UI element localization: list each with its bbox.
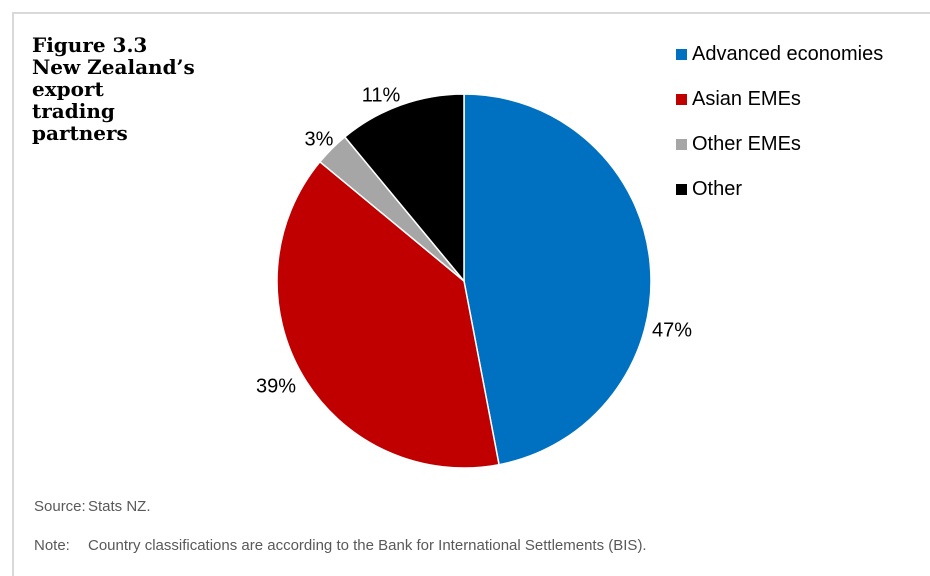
footnote-text: Stats NZ. — [88, 498, 151, 515]
legend-swatch — [676, 49, 687, 60]
legend-item-other: Other — [676, 167, 883, 212]
figure-title-line: partners — [32, 121, 128, 145]
figure-title-line: trading — [32, 99, 115, 123]
legend-swatch — [676, 139, 687, 150]
pie-slice-asian-emes — [276, 160, 500, 469]
figure-title-line: Figure 3.3 — [32, 33, 148, 57]
frame-border-left — [12, 12, 14, 576]
data-label-asian-emes: 39% — [256, 375, 296, 397]
footnote-key: Source: — [34, 498, 86, 515]
footnote-text: Country classifications are according to… — [88, 537, 647, 554]
legend-label: Advanced economies — [692, 43, 884, 65]
figure-title-line: export — [32, 77, 104, 101]
pie-slice-advanced-economies — [463, 93, 652, 466]
pie-value-labels: 47% 39% 3% 11% — [256, 84, 692, 397]
data-label-other-emes: 3% — [305, 128, 334, 150]
legend-swatch — [676, 184, 687, 195]
legend-item-advanced-economies: Advanced economies — [676, 32, 883, 77]
frame-border-top — [12, 12, 930, 14]
pie-slice-other — [343, 93, 465, 284]
footnote-source: Source: Stats NZ. — [34, 498, 151, 515]
footnote-note: Note: Country classifications are accord… — [34, 537, 647, 554]
legend-item-other-emes: Other EMEs — [676, 122, 883, 167]
footnote-key: Note: — [34, 537, 70, 554]
legend-item-asian-emes: Asian EMEs — [676, 77, 883, 122]
legend-swatch — [676, 94, 687, 105]
legend-label: Other EMEs — [692, 133, 801, 155]
legend-label: Other — [692, 178, 743, 200]
figure-title-line: New Zealand’s — [32, 55, 195, 79]
pie-slices — [276, 93, 652, 469]
chart-legend: Advanced economies Asian EMEs Other EMEs… — [676, 32, 883, 212]
data-label-other: 11% — [362, 84, 401, 106]
figure-title: Figure 3.3 New Zealand’s export trading … — [32, 34, 232, 144]
data-label-advanced-economies: 47% — [652, 319, 692, 341]
legend-label: Asian EMEs — [692, 88, 801, 110]
